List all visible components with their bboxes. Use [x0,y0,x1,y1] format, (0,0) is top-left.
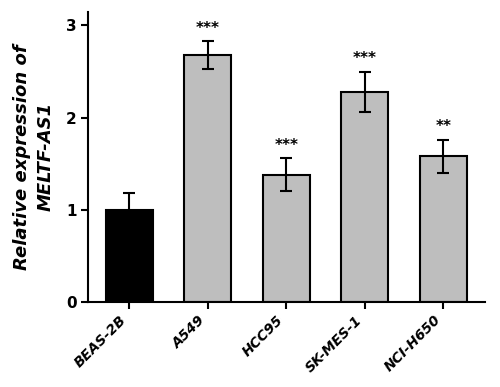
Text: ***: *** [353,51,377,66]
Text: ***: *** [196,21,220,36]
Text: ***: *** [274,138,298,152]
Y-axis label: Relative expression of
MELTF-AS1: Relative expression of MELTF-AS1 [13,44,54,270]
Text: **: ** [436,119,452,134]
Bar [106,210,152,302]
Bar [262,175,310,302]
Bar [341,92,388,302]
Bar [184,55,232,302]
Bar [420,156,467,302]
